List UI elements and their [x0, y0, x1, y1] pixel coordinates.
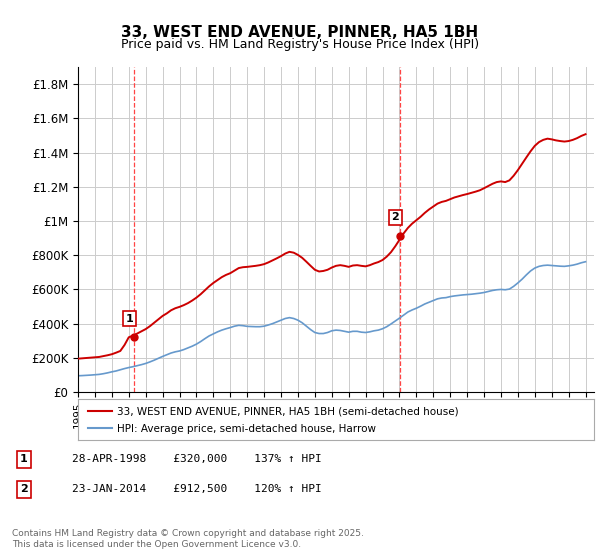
- Text: 23-JAN-2014    £912,500    120% ↑ HPI: 23-JAN-2014 £912,500 120% ↑ HPI: [72, 484, 322, 494]
- Text: 2: 2: [20, 484, 28, 494]
- Text: 1: 1: [20, 454, 28, 464]
- Text: 1: 1: [125, 314, 133, 324]
- Text: 33, WEST END AVENUE, PINNER, HA5 1BH: 33, WEST END AVENUE, PINNER, HA5 1BH: [121, 25, 479, 40]
- Text: Price paid vs. HM Land Registry's House Price Index (HPI): Price paid vs. HM Land Registry's House …: [121, 38, 479, 50]
- Text: 33, WEST END AVENUE, PINNER, HA5 1BH (semi-detached house): 33, WEST END AVENUE, PINNER, HA5 1BH (se…: [116, 407, 458, 417]
- Text: Contains HM Land Registry data © Crown copyright and database right 2025.
This d: Contains HM Land Registry data © Crown c…: [12, 529, 364, 549]
- Text: 2: 2: [392, 212, 399, 222]
- Text: 28-APR-1998    £320,000    137% ↑ HPI: 28-APR-1998 £320,000 137% ↑ HPI: [72, 454, 322, 464]
- Text: HPI: Average price, semi-detached house, Harrow: HPI: Average price, semi-detached house,…: [116, 424, 376, 434]
